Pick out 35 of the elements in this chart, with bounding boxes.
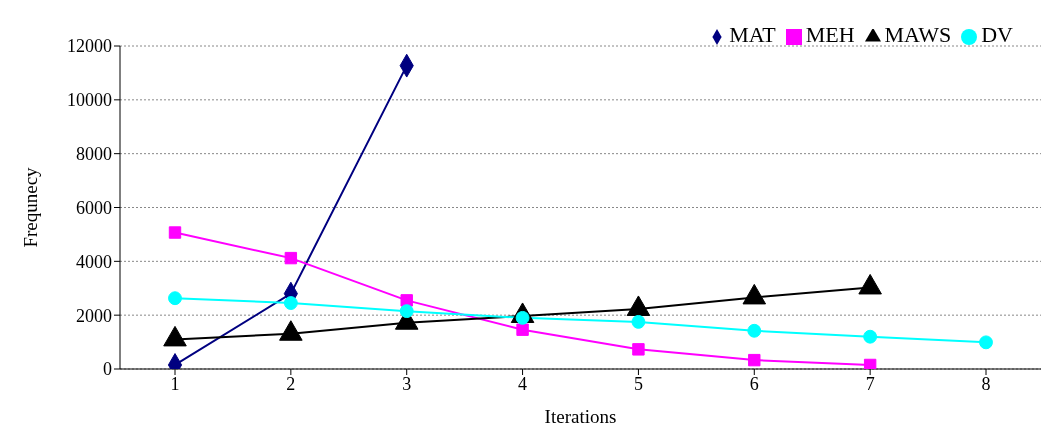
x-tick-label: 2 xyxy=(286,373,296,394)
point xyxy=(632,343,645,356)
point xyxy=(748,353,761,367)
y-tick-label: 8000 xyxy=(76,144,112,165)
x-tick-label: 1 xyxy=(170,373,180,394)
x-tick-label: 3 xyxy=(402,373,412,394)
point xyxy=(168,226,182,239)
legend-label: DV xyxy=(981,22,1013,47)
point xyxy=(747,323,762,338)
point xyxy=(979,335,993,350)
point xyxy=(631,314,646,329)
y-tick-label: 2000 xyxy=(76,305,112,326)
legend-label: MAWS xyxy=(884,22,952,47)
x-tick-label: 5 xyxy=(633,373,643,394)
x-tick-label: 6 xyxy=(749,373,759,394)
x-axis-title: Iterations xyxy=(544,406,617,427)
y-axis-title: Frequnecy xyxy=(19,166,41,248)
x-tick-label: 4 xyxy=(518,373,528,394)
y-tick-label: 12000 xyxy=(67,36,112,57)
point xyxy=(399,304,414,319)
x-tick-label: 7 xyxy=(865,373,875,394)
legend-label: MAT xyxy=(729,22,776,47)
point xyxy=(168,291,182,306)
point xyxy=(863,358,877,369)
point xyxy=(516,323,529,336)
point xyxy=(284,251,298,265)
y-tick-label: 6000 xyxy=(76,197,112,218)
y-tick-label: 10000 xyxy=(67,90,112,111)
point xyxy=(283,296,298,310)
point xyxy=(400,294,413,307)
point xyxy=(863,329,878,344)
x-tick-label: 8 xyxy=(981,373,991,394)
legend-label: MEH xyxy=(805,22,855,47)
y-tick-label: 4000 xyxy=(76,251,112,272)
y-tick-label: 0 xyxy=(103,359,112,380)
